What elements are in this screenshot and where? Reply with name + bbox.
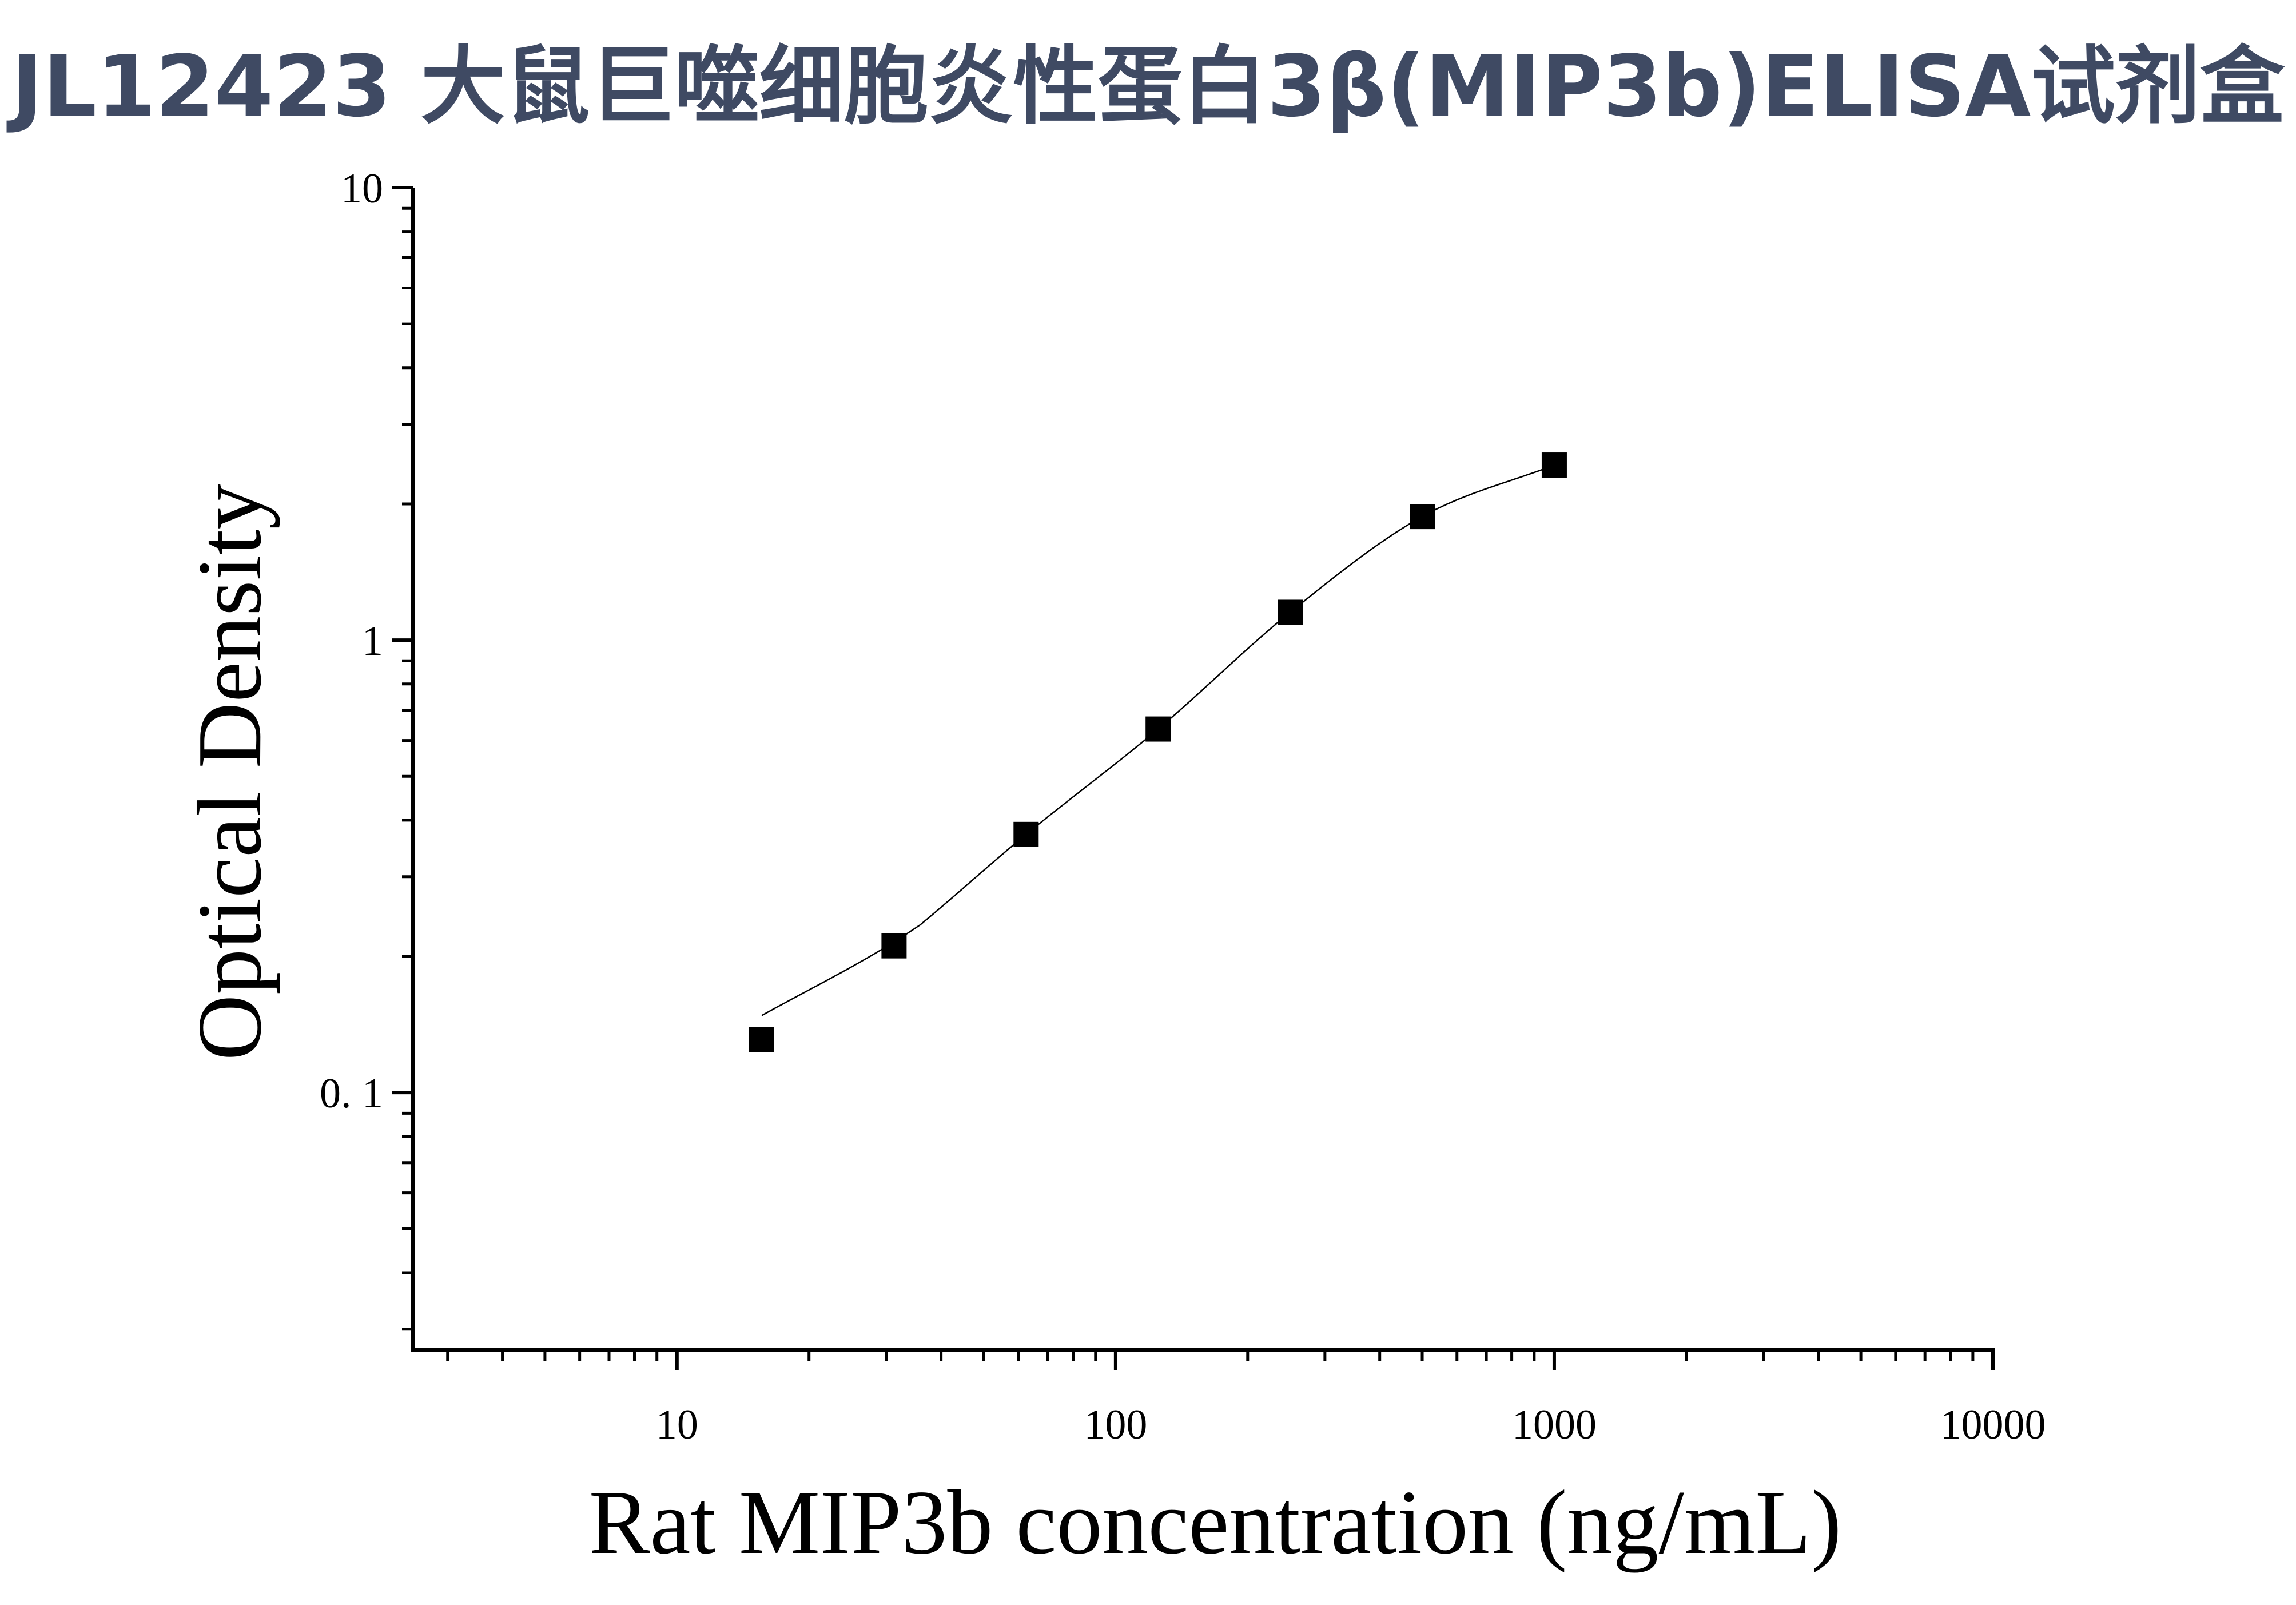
data-point <box>1013 821 1039 847</box>
tick-labels: 10 100 1000 10000 0. 1 1 10 <box>320 165 2046 1448</box>
minor-ticks <box>402 206 1975 1361</box>
axes <box>411 188 1995 1352</box>
major-ticks <box>392 186 1995 1370</box>
x-tick-label: 1000 <box>1512 1401 1597 1448</box>
data-point <box>749 1027 774 1052</box>
y-tick-label: 10 <box>341 165 383 212</box>
data-point <box>1145 716 1171 742</box>
data-point <box>881 933 907 959</box>
y-tick-label: 1 <box>362 618 383 665</box>
y-tick-label: 0. 1 <box>320 1070 383 1117</box>
x-tick-label: 10000 <box>1940 1401 2046 1448</box>
x-tick-label: 10 <box>656 1401 698 1448</box>
data-markers <box>749 452 1567 1052</box>
x-axis-title: Rat MIP3b concentration (ng/mL) <box>589 1471 1842 1573</box>
data-point <box>1278 599 1303 625</box>
data-point <box>1410 504 1435 530</box>
page-title: JL12423 大鼠巨噬细胞炎性蛋白3β(MIP3b)ELISA试剂盒 <box>11 37 2285 136</box>
x-tick-label: 100 <box>1084 1401 1147 1448</box>
y-axis-title: Optical Density <box>178 484 280 1061</box>
data-point <box>1541 452 1567 478</box>
